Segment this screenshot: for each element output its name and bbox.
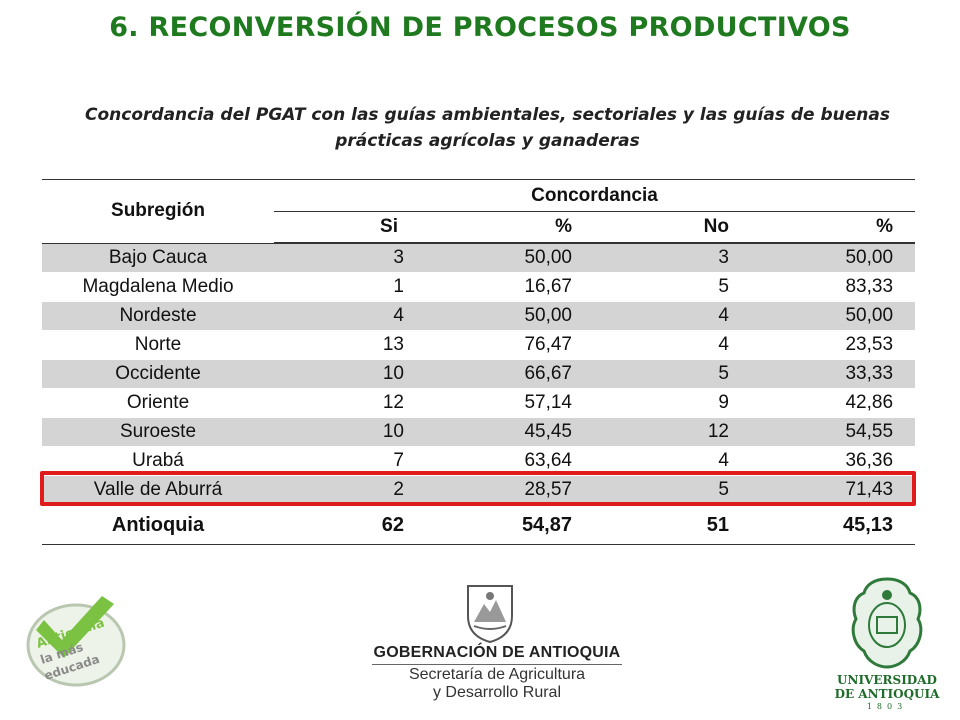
table-row-highlighted: Valle de Aburrá 2 28,57 5 71,43 (42, 475, 916, 505)
cell-region: Urabá (42, 446, 274, 476)
total-row: Antioquia 62 54,87 51 45,13 (42, 504, 916, 545)
cell-pct-si: 63,64 (426, 446, 594, 476)
cell-pct-si: 45,45 (426, 417, 594, 447)
table-row: Nordeste 4 50,00 4 50,00 (42, 301, 916, 331)
header-pct-no: % (751, 211, 916, 244)
cell-pct-si: 16,67 (426, 272, 594, 302)
universidad-text: UNIVERSIDAD (837, 673, 937, 687)
antioquia-la-mas-educada-logo: Antioquia la más educada (26, 596, 126, 687)
cell-no: 5 (594, 272, 751, 302)
cell-pct-si: 66,67 (426, 359, 594, 389)
cell-si: 7 (274, 446, 426, 476)
cell-region: Oriente (42, 388, 274, 418)
header-subregion: Subregión (42, 179, 274, 244)
total-pct-si: 54,87 (426, 504, 594, 545)
founding-year: 1803 (866, 702, 908, 711)
cell-si: 13 (274, 330, 426, 360)
secretaria-line: Secretaría de Agricultura (408, 666, 586, 683)
cell-region: Magdalena Medio (42, 272, 274, 302)
cell-region: Valle de Aburrá (42, 475, 274, 505)
cell-pct-no: 33,33 (751, 359, 916, 389)
cell-pct-no: 50,00 (751, 242, 916, 273)
table-row: Magdalena Medio 1 16,67 5 83,33 (42, 272, 916, 302)
cell-no: 4 (594, 330, 751, 360)
desarrollo-rural-line: y Desarrollo Rural (432, 684, 562, 701)
cell-pct-no: 83,33 (751, 272, 916, 302)
highlight-box (40, 471, 916, 506)
cell-pct-no: 71,43 (751, 475, 916, 505)
cell-no: 4 (594, 301, 751, 331)
cell-si: 12 (274, 388, 426, 418)
coat-of-arms-icon (467, 585, 513, 644)
cell-region: Occidente (42, 359, 274, 389)
cell-si: 10 (274, 417, 426, 447)
cell-si: 10 (274, 359, 426, 389)
cell-pct-si: 28,57 (426, 475, 594, 505)
cell-pct-no: 42,86 (751, 388, 916, 418)
gobernacion-logo: GOBERNACIÓN DE ANTIOQUIA Secretaría de A… (372, 580, 622, 701)
cell-pct-si: 76,47 (426, 330, 594, 360)
university-seal-icon (851, 577, 923, 669)
table-row: Oriente 12 57,14 9 42,86 (42, 388, 916, 418)
table-row: Occidente 10 66,67 5 33,33 (42, 359, 916, 389)
cell-no: 5 (594, 359, 751, 389)
cell-pct-no: 36,36 (751, 446, 916, 476)
cell-si: 2 (274, 475, 426, 505)
header-no: No (594, 211, 751, 244)
table-row: Urabá 7 63,64 4 36,36 (42, 446, 916, 476)
cell-no: 3 (594, 242, 751, 273)
cell-pct-si: 50,00 (426, 242, 594, 273)
de-antioquia-text: DE ANTIOQUIA (834, 687, 940, 701)
header-pct-si: % (426, 211, 594, 244)
cell-no: 5 (594, 475, 751, 505)
cell-pct-no: 23,53 (751, 330, 916, 360)
page-title: 6. RECONVERSIÓN DE PROCESOS PRODUCTIVOS (109, 12, 851, 43)
cell-pct-si: 50,00 (426, 301, 594, 331)
header-concordancia: Concordancia (274, 179, 916, 212)
cell-region: Norte (42, 330, 274, 360)
table-row: Bajo Cauca 3 50,00 3 50,00 (42, 242, 916, 273)
total-no: 51 (594, 504, 751, 545)
cell-region: Bajo Cauca (42, 242, 274, 273)
universidad-de-antioquia-logo: UNIVERSIDAD DE ANTIOQUIA 1803 (832, 575, 942, 715)
cell-si: 1 (274, 272, 426, 302)
cell-pct-no: 54,55 (751, 417, 916, 447)
total-region: Antioquia (42, 504, 274, 545)
gobernacion-name: GOBERNACIÓN DE ANTIOQUIA (372, 644, 622, 665)
table-row: Suroeste 10 45,45 12 54,55 (42, 417, 916, 447)
cell-region: Suroeste (42, 417, 274, 447)
table-caption: Concordancia del PGAT con las guías ambi… (85, 105, 890, 151)
checkmark-icon (36, 596, 114, 658)
header-si: Si (274, 211, 426, 244)
total-pct-no: 45,13 (751, 504, 916, 545)
concordancia-table: Subregión Concordancia Si % No % Bajo Ca… (42, 179, 916, 545)
cell-no: 9 (594, 388, 751, 418)
cell-no: 4 (594, 446, 751, 476)
cell-no: 12 (594, 417, 751, 447)
cell-region: Nordeste (42, 301, 274, 331)
cell-pct-si: 57,14 (426, 388, 594, 418)
table-row: Norte 13 76,47 4 23,53 (42, 330, 916, 360)
total-si: 62 (274, 504, 426, 545)
cell-pct-no: 50,00 (751, 301, 916, 331)
cell-si: 4 (274, 301, 426, 331)
cell-si: 3 (274, 242, 426, 273)
